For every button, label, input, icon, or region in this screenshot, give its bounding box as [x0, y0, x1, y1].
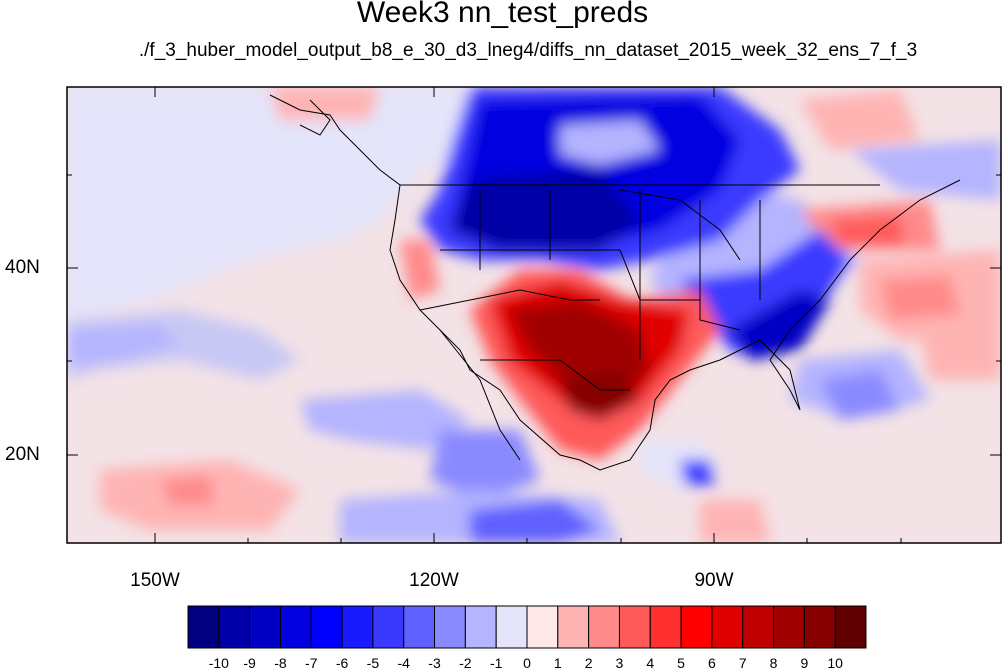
colorbar-swatch — [588, 605, 620, 649]
colorbar-tick-label: 4 — [646, 655, 655, 671]
map-field — [67, 87, 1001, 543]
colorbar-tick-label: 7 — [738, 655, 747, 671]
colorbar-swatch — [495, 605, 528, 649]
colorbar-swatch — [403, 605, 436, 649]
axis-ticks — [67, 87, 1001, 543]
colorbar-tick-label: -2 — [459, 655, 472, 671]
lon-label-150w: 150W — [130, 570, 180, 591]
colorbar-tick-label: 5 — [677, 655, 685, 671]
colorbar-tick-label: 0 — [523, 655, 531, 671]
colorbar-swatch — [773, 605, 805, 649]
lat-label-40n: 40N — [5, 257, 40, 278]
colorbar-tick-label: -3 — [428, 655, 441, 671]
colorbar-swatch — [187, 605, 220, 649]
colorbar-swatch — [557, 605, 590, 649]
colorbar-swatch — [680, 605, 713, 649]
colorbar-tick-label: 8 — [769, 655, 778, 671]
map-subtitle: ./f_3_huber_model_output_b8_e_30_d3_lneg… — [138, 40, 918, 61]
colorbar-swatch — [803, 605, 836, 649]
map-title: Week3 nn_test_preds — [356, 0, 649, 29]
colorbar-swatch — [218, 605, 251, 649]
lon-label-90w: 90W — [694, 570, 734, 591]
colorbar-tick-label: -1 — [489, 655, 503, 671]
colorbar-tick-label: 3 — [615, 655, 624, 671]
colorbar-swatch — [372, 605, 405, 649]
colorbar-tick-label: -8 — [274, 655, 287, 671]
colorbar-tick-label: -10 — [208, 655, 229, 671]
colorbar-swatch — [279, 605, 312, 649]
colorbar-swatch — [249, 605, 281, 649]
colorbar-tick-label: -4 — [397, 655, 410, 671]
coastlines — [269, 94, 961, 471]
colorbar-swatch — [742, 605, 775, 649]
colorbar-swatch — [310, 605, 343, 649]
map-frame — [66, 86, 1002, 544]
colorbar-tick-label: 6 — [708, 655, 716, 671]
colorbar-swatch — [464, 605, 497, 649]
colorbar-tick-label: 10 — [827, 655, 843, 671]
colorbar-swatch — [526, 605, 559, 649]
colorbar-tick-label: 9 — [800, 655, 809, 671]
colorbar-swatch — [834, 605, 867, 649]
colorbar-swatch — [649, 605, 682, 649]
lat-label-20n: 20N — [5, 444, 40, 465]
colorbar-tick-label: -6 — [335, 655, 349, 671]
colorbar-tick-label: -7 — [305, 655, 318, 671]
colorbar-swatch — [618, 605, 651, 649]
colorbar — [187, 605, 867, 649]
colorbar-tick-label: 2 — [584, 655, 593, 671]
colorbar-tick-label: -9 — [243, 655, 256, 671]
colorbar-swatch — [341, 605, 374, 649]
lon-label-120w: 120W — [409, 570, 459, 591]
colorbar-tick-label: -5 — [366, 655, 380, 671]
colorbar-swatch — [434, 605, 466, 649]
colorbar-swatch — [711, 605, 744, 649]
colorbar-tick-label: 1 — [553, 655, 562, 671]
